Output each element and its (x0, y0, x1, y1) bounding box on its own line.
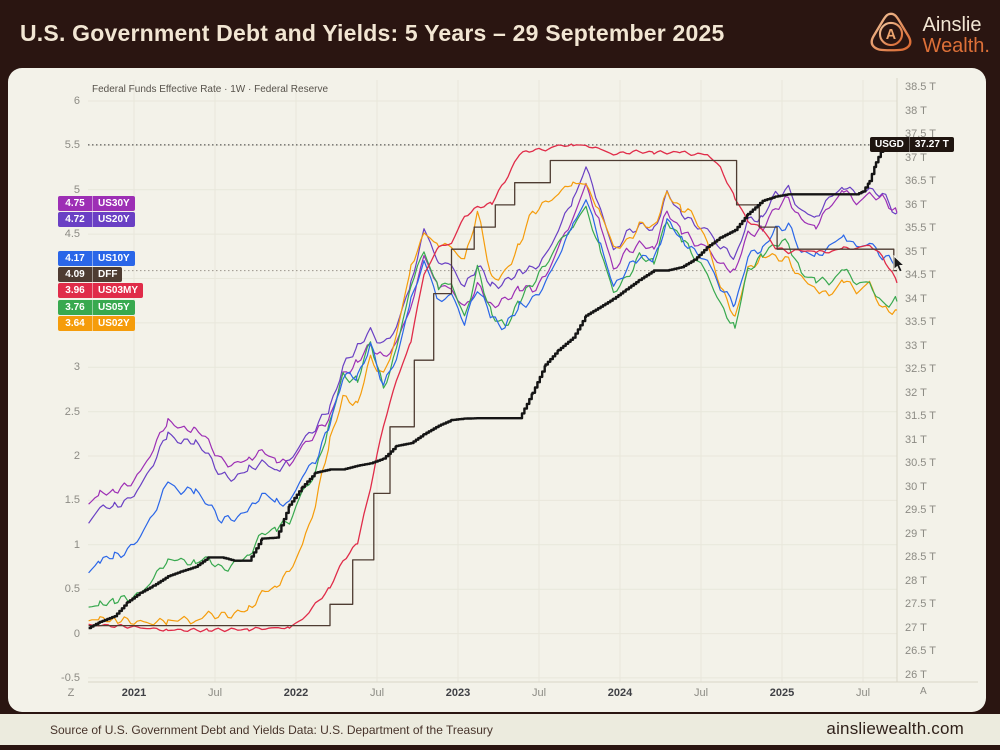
left-axis-tick: 0 (73, 628, 80, 640)
badge-symbol: DFF (92, 267, 122, 282)
series-line-USGD (88, 144, 886, 630)
badge-symbol: US20Y (92, 212, 135, 227)
time-axis-tick: 2024 (607, 687, 633, 699)
right-axis-tick: 27 T (905, 622, 927, 634)
badge-symbol: US02Y (92, 316, 135, 331)
indicator-title: Federal Funds Effective Rate · 1W · Fede… (92, 84, 329, 95)
footer: Source of U.S. Government Debt and Yield… (0, 714, 1000, 745)
left-axis-tick: 5.5 (64, 139, 80, 151)
mouse-cursor (893, 254, 906, 273)
badge-value: 37.27 T (908, 137, 954, 152)
svg-text:A: A (885, 27, 896, 43)
series-line-US10Y (88, 199, 898, 574)
time-axis-tick: 2021 (121, 687, 147, 699)
badge-value: 4.09 (65, 269, 85, 280)
right-axis-tick: 29 T (905, 528, 927, 540)
badge-symbol: US30Y (92, 196, 135, 211)
axis-auto-label: A (920, 686, 927, 697)
badge-value: 3.76 (65, 302, 85, 313)
right-axis-tick: 26 T (905, 669, 927, 681)
price-badge-US03MY: 3.96 US03MY (58, 283, 144, 298)
price-badge-US10Y: 4.17 US10Y (58, 251, 135, 266)
left-axis-tick: 1.5 (64, 494, 80, 506)
price-badge-US02Y: 3.64 US02Y (58, 316, 135, 331)
ainslie-logo-icon: A (867, 9, 915, 62)
right-axis-tick: 32.5 T (905, 363, 936, 375)
right-axis-tick: 37 T (905, 152, 927, 164)
page-title: U.S. Government Debt and Yields: 5 Years… (20, 20, 725, 46)
right-axis-tick: 33 T (905, 340, 927, 352)
chart-panel (8, 68, 986, 712)
time-axis-tick: Jul (693, 687, 709, 699)
brand-name: Ainslie Wealth. (922, 13, 990, 57)
time-axis-tick: 2022 (283, 687, 309, 699)
right-axis-tick: 29.5 T (905, 504, 936, 516)
series-line-US20Y (88, 166, 898, 524)
price-badge-USGD: USGD 37.27 T (870, 137, 954, 152)
right-axis-tick: 36.5 T (905, 175, 936, 187)
right-axis-tick: 38.5 T (905, 81, 936, 93)
right-axis-tick: 26.5 T (905, 645, 936, 657)
series-line-DFF (88, 159, 897, 627)
brand-name-top: Ainslie (922, 13, 982, 36)
series-line-US05Y (88, 205, 898, 608)
header: U.S. Government Debt and Yields: 5 Years… (0, 0, 1000, 68)
left-axis-tick: 0.5 (64, 583, 80, 595)
badge-value: 4.72 (65, 214, 85, 225)
price-badge-US20Y: 4.72 US20Y (58, 212, 135, 227)
left-axis-tick: 1 (73, 539, 80, 551)
time-axis-tick: 2023 (445, 687, 471, 699)
badge-value: 3.96 (65, 285, 85, 296)
badge-symbol: US10Y (92, 251, 135, 266)
time-axis-tick: Jul (369, 687, 385, 699)
left-axis-tick: 3 (73, 361, 80, 373)
right-axis-tick: 32 T (905, 387, 927, 399)
badge-symbol: US03MY (92, 283, 143, 298)
badge-value: 4.75 (65, 198, 85, 209)
price-badge-US30Y: 4.75 US30Y (58, 196, 135, 211)
left-axis-tick: 6 (73, 95, 80, 107)
right-axis-tick: 38 T (905, 105, 927, 117)
left-axis-tick: 2 (73, 450, 80, 462)
badge-value: 3.64 (65, 318, 85, 329)
time-axis-tick: 2025 (769, 687, 795, 699)
right-axis-tick: 31 T (905, 434, 927, 446)
website-link: ainsliewealth.com (826, 719, 964, 738)
right-axis-tick: 33.5 T (905, 316, 936, 328)
time-axis-tick: Z (67, 687, 75, 699)
right-axis-tick: 31.5 T (905, 410, 936, 422)
right-axis-tick: 34.5 T (905, 269, 936, 281)
source-note: Source of U.S. Government Debt and Yield… (50, 723, 493, 737)
right-axis-tick: 34 T (905, 293, 927, 305)
right-axis-tick: 28 T (905, 575, 927, 587)
right-axis-tick: 30 T (905, 481, 927, 493)
badge-symbol: USGD (875, 139, 904, 150)
right-axis-tick: 27.5 T (905, 598, 936, 610)
left-axis-tick: 4.5 (64, 228, 80, 240)
time-axis-tick: Jul (855, 687, 871, 699)
time-axis-tick: Jul (207, 687, 223, 699)
series-line-US03MY (88, 143, 898, 633)
price-badge-US05Y: 3.76 US05Y (58, 300, 135, 315)
left-axis-tick: -0.5 (61, 672, 80, 684)
right-axis-tick: 35 T (905, 246, 927, 258)
right-axis-tick: 35.5 T (905, 222, 936, 234)
left-axis-tick: 2.5 (64, 406, 80, 418)
brand-name-bottom: Wealth. (922, 34, 990, 57)
brand-logo: A Ainslie Wealth. (867, 9, 990, 62)
time-axis-tick: Jul (531, 687, 547, 699)
right-axis-tick: 28.5 T (905, 551, 936, 563)
right-axis-tick: 30.5 T (905, 457, 936, 469)
right-axis-tick: 36 T (905, 199, 927, 211)
badge-symbol: US05Y (92, 300, 135, 315)
price-badge-DFF: 4.09 DFF (58, 267, 123, 282)
badge-value: 4.17 (65, 253, 85, 264)
left-axis-tick: 5 (73, 184, 80, 196)
